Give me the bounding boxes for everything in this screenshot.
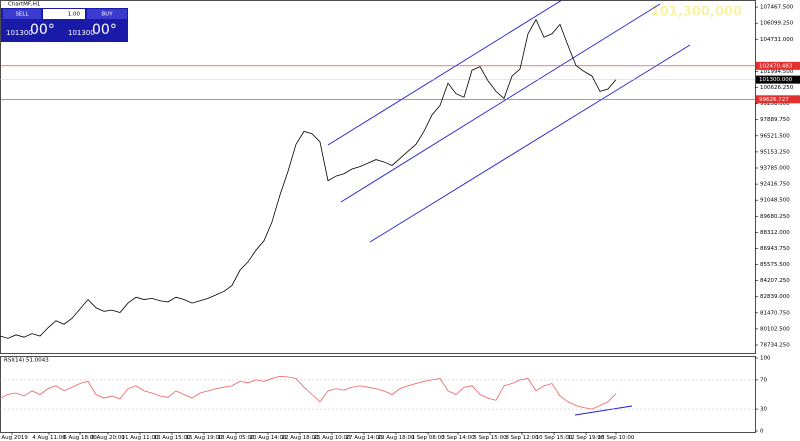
x-tick-label: 20 Aug 14:00 <box>249 435 287 441</box>
y-tick-label: 78734.250 <box>760 343 790 349</box>
x-tick-label: 1 Aug 2019 <box>0 435 28 441</box>
x-tick-label: 25 Aug 10:00 <box>313 435 351 441</box>
y-tick-label: 107467.500 <box>760 5 794 11</box>
price-line <box>0 375 617 410</box>
y-tick-label: 96521.500 <box>760 133 790 139</box>
buy-price-prefix: 101300 <box>68 29 95 37</box>
x-tick-label: 15 Sep 10:00 <box>598 435 635 441</box>
y-tick-label: 86943.750 <box>760 246 790 252</box>
sell-price-digits: 00° <box>30 22 55 38</box>
hline-label: 99626.727 <box>759 97 789 103</box>
x-tick-label: 6 Aug 18:00 <box>63 435 97 441</box>
x-tick-label: 10 Sep 15:00 <box>536 435 573 441</box>
y-tick-label: 85575.500 <box>760 262 790 268</box>
rsi-frame <box>0 356 756 433</box>
x-tick-label: 13 Aug 15:00 <box>153 435 191 441</box>
x-tick-label: 11 Aug 11:00 <box>121 435 159 441</box>
y-tick-label: 82839.000 <box>760 294 790 300</box>
y-tick-label: 92416.750 <box>760 182 790 188</box>
y-tick-label: 97889.750 <box>760 117 790 123</box>
buy-label: BUY <box>101 12 113 18</box>
buy-price-digits: 00° <box>92 22 117 38</box>
y-tick-label: 101994.500 <box>760 69 794 75</box>
y-tick-label: 70 <box>760 377 767 383</box>
y-tick-label: 81470.750 <box>760 310 790 316</box>
trade-panel: SELL 1.00 BUY 101300 00° 101300 00° <box>1 8 128 42</box>
y-tick-label: 88312.000 <box>760 230 790 236</box>
y-tick-label: 104731.000 <box>760 37 794 43</box>
channel-line <box>369 44 691 243</box>
x-tick-label: 4 Aug 11:00 <box>32 435 66 441</box>
x-tick-label: 22 Aug 18:00 <box>281 435 319 441</box>
x-tick-label: 1 Sep 08:00 <box>411 435 445 441</box>
y-tick-label: 91048.500 <box>760 198 790 204</box>
y-tick-label: 100 <box>760 356 771 362</box>
buy-button[interactable] <box>87 9 127 19</box>
channel-line <box>340 3 661 203</box>
lot-input[interactable] <box>43 9 85 19</box>
y-tick-label: 0 <box>760 429 764 435</box>
price-frame <box>0 0 756 354</box>
x-tick-label: 27 Aug 14:00 <box>345 435 383 441</box>
hline-label-bg <box>756 61 800 70</box>
y-tick-label: 84207.250 <box>760 278 790 284</box>
x-tick-label: 8 Aug 20:00 <box>91 435 125 441</box>
y-tick-label: 95153.250 <box>760 149 790 155</box>
y-tick-label: 106099.250 <box>760 21 794 27</box>
rsi-trend-line <box>574 405 633 416</box>
sell-label: SELL <box>15 12 29 18</box>
price-line <box>0 18 617 339</box>
y-tick-label: 100626.250 <box>760 85 794 91</box>
sell-button[interactable] <box>3 9 41 19</box>
hline-label-bg <box>756 95 800 104</box>
last-price-label: 101300.000 <box>759 77 793 83</box>
y-tick-label: 93785.000 <box>760 166 790 172</box>
x-tick-label: 29 Aug 18:00 <box>377 435 415 441</box>
y-tick-label: 89680.250 <box>760 214 790 220</box>
lot-value: 1.00 <box>68 12 81 18</box>
x-tick-label: 18 Aug 05:00 <box>217 435 255 441</box>
x-tick-label: 3 Sep 14:00 <box>441 435 475 441</box>
y-tick-label: 30 <box>760 407 767 413</box>
x-tick-label: 15 Aug 19:00 <box>185 435 223 441</box>
hline-label: 102470.483 <box>759 63 793 69</box>
y-tick-label: 99258.000 <box>760 101 790 107</box>
x-tick-label: 12 Sep 19:00 <box>568 435 605 441</box>
y-tick-label: 80102.500 <box>760 326 790 332</box>
sell-price-prefix: 101300 <box>6 29 33 37</box>
x-tick-label: 8 Sep 12:00 <box>505 435 539 441</box>
watermark: 101,300,000 <box>651 5 742 20</box>
last-price-bg <box>756 75 800 84</box>
x-tick-label: 5 Sep 15:00 <box>473 435 507 441</box>
rsi-title: RSI(14) 51.0043 <box>4 358 49 364</box>
channel-line <box>327 0 563 146</box>
chart-title: ChartMF,H1 <box>8 2 40 8</box>
